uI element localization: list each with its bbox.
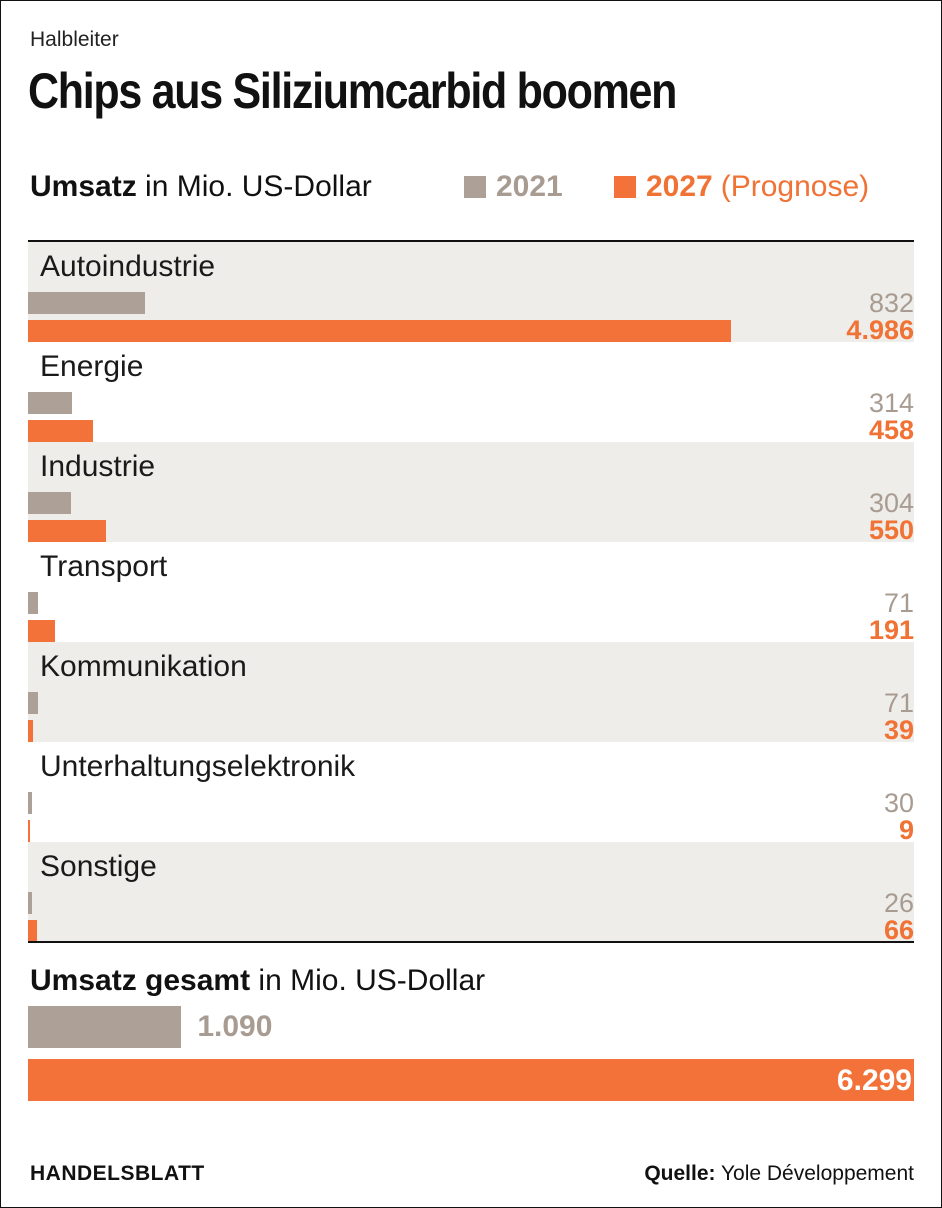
bar-2027 [28,720,34,742]
category-label: Transport [40,550,168,583]
legend-2027: 2027 (Prognose) [614,170,869,204]
category-label: Unterhaltungselektronik [40,750,356,783]
total-bar-2021 [28,1006,182,1048]
totals-heading-unit: in Mio. US-Dollar [250,964,486,997]
chart-title: Chips aus Siliziumcarbid boomen [28,63,677,119]
value-label-2027: 4.986 [846,315,914,345]
category-row: Sonstige 26 66 [28,842,914,945]
bar-2021 [28,792,33,814]
value-label-2021: 304 [868,488,914,518]
bar-2027 [28,420,93,442]
legend-swatch-2021 [464,176,486,198]
bar-2021 [28,492,71,514]
value-label-2021: 26 [883,888,914,918]
category-row: Unterhaltungselektronik 30 9 [28,742,914,845]
subhead-bold: Umsatz [30,170,137,203]
bar-2021 [28,692,38,714]
total-value-2027: 6.299 [836,1064,912,1097]
legend-note-2027: (Prognose) [720,170,870,203]
chart-top-rule [28,240,914,242]
source-credit: Quelle: Yole Développement [644,1162,914,1186]
legend-2021: 2021 [464,170,563,204]
total-bar-2027 [28,1059,914,1101]
bar-2027 [28,320,731,342]
value-label-2021: 314 [868,388,914,418]
bar-2027 [28,920,38,942]
value-label-2027: 66 [883,915,914,945]
value-label-2021: 71 [883,588,914,618]
category-row: Energie 314 458 [28,342,914,445]
category-label: Autoindustrie [40,250,216,283]
bar-2027 [28,620,55,642]
category-label: Sonstige [40,850,157,883]
kicker: Halbleiter [30,28,119,51]
category-row: Kommunikation 71 39 [28,642,914,745]
total-value-2021: 1.090 [197,1010,273,1043]
bar-2027 [28,520,106,542]
legend-label-2021: 2021 [496,170,563,203]
category-row: Transport 71 191 [28,542,914,645]
bar-2021 [28,892,32,914]
category-row: Industrie 304 550 [28,442,914,545]
value-label-2027: 9 [898,815,914,845]
legend-swatch-2027 [614,176,636,198]
bar-2021 [28,292,146,314]
value-label-2027: 550 [868,515,914,545]
subhead-unit: in Mio. US-Dollar [136,170,372,203]
chart-bottom-rule [28,941,914,943]
category-label: Kommunikation [40,650,247,683]
value-label-2027: 458 [868,415,914,445]
value-label-2027: 191 [868,615,914,645]
totals-heading-bold: Umsatz gesamt [30,964,251,997]
value-label-2021: 71 [883,688,914,718]
value-label-2027: 39 [883,715,914,745]
value-label-2021: 832 [868,288,914,318]
publisher-brand: HANDELSBLATT [30,1162,205,1185]
bar-2021 [28,592,38,614]
source-label: Quelle: [644,1162,716,1185]
category-label: Industrie [40,450,156,483]
value-label-2021: 30 [883,788,914,818]
legend-label-2027: 2027 [646,170,713,203]
bar-2027 [28,820,30,842]
source-name: Yole Développement [715,1162,914,1185]
totals-heading: Umsatz gesamt in Mio. US-Dollar [30,964,485,998]
category-label: Energie [40,350,144,383]
category-row: Autoindustrie 832 4.986 [28,242,914,345]
chart-subhead: Umsatz in Mio. US-Dollar [30,170,372,204]
bar-2021 [28,392,73,414]
